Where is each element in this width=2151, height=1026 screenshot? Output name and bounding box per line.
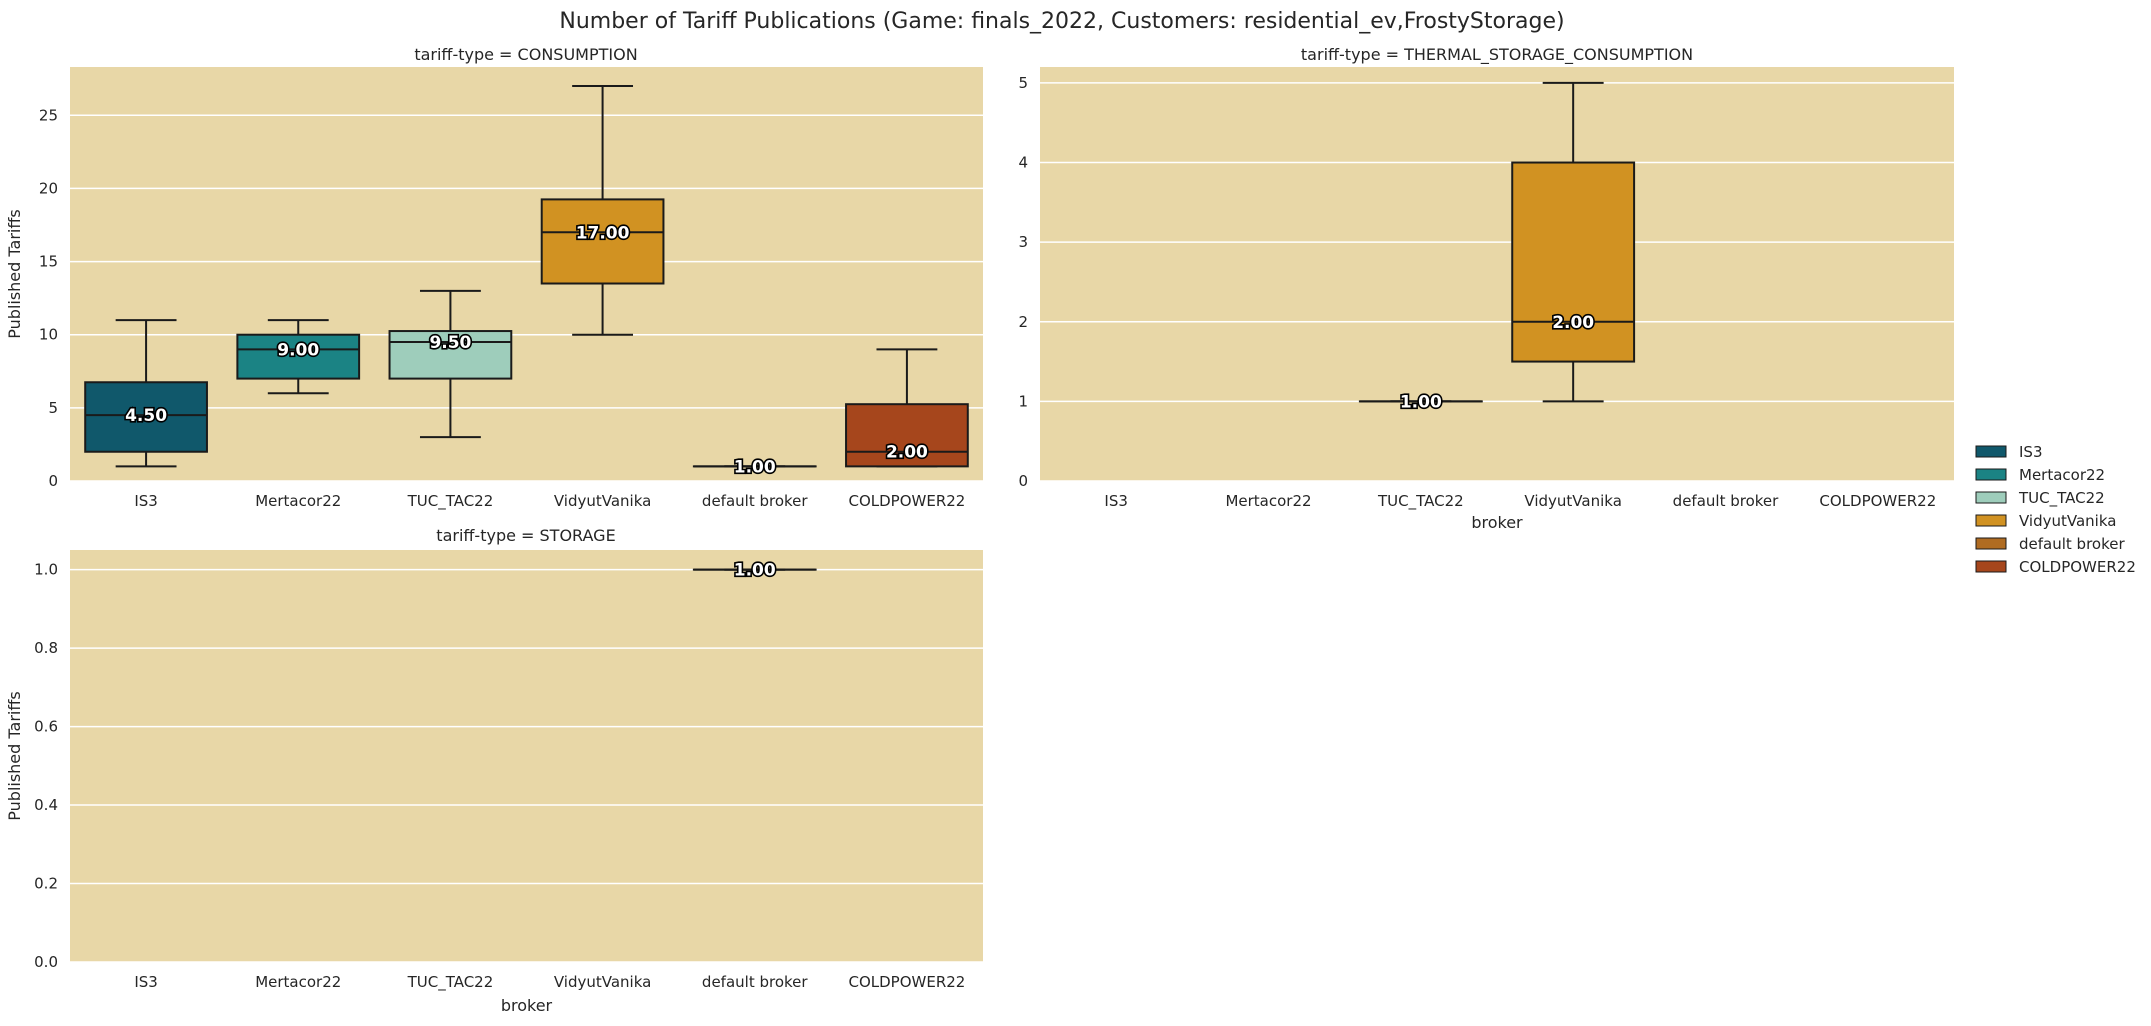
- panel-title: tariff-type = CONSUMPTION: [414, 45, 637, 64]
- median-label: 17.00: [576, 223, 630, 243]
- y-tick-label: 5: [48, 399, 58, 417]
- legend-swatch: [1976, 538, 2006, 549]
- y-tick-label: 25: [39, 106, 58, 124]
- chart-title: Number of Tariff Publications (Game: fin…: [559, 9, 1564, 34]
- legend-swatch: [1976, 515, 2006, 526]
- x-tick-label: COLDPOWER22: [848, 973, 965, 991]
- y-tick-label: 10: [39, 326, 58, 344]
- panel-storage: 0.0 0.2 0.4 0.6 0.8 1.0 IS3 Mertacor22 TUC_TAC22…: [5, 526, 983, 1015]
- panel-title: tariff-type = THERMAL_STORAGE_CONSUMPTIO…: [1301, 45, 1693, 65]
- x-tick-label: COLDPOWER22: [848, 492, 965, 510]
- x-tick-label: TUC_TAC22: [407, 973, 494, 992]
- y-tick-label: 1: [1018, 392, 1028, 410]
- y-tick-label: 1.0: [34, 561, 58, 579]
- x-tick-label: VidyutVanika: [554, 492, 651, 510]
- y-tick-label: 2: [1018, 313, 1028, 331]
- x-tick-label: Mertacor22: [1225, 492, 1311, 510]
- legend-swatch: [1976, 469, 2006, 480]
- legend-label: Mertacor22: [2019, 466, 2105, 484]
- median-label: 9.00: [277, 340, 319, 360]
- legend-item: default broker: [1976, 535, 2125, 553]
- y-tick-label: 15: [39, 253, 58, 271]
- x-tick-label: VidyutVanika: [554, 973, 651, 991]
- x-tick-label: IS3: [134, 973, 158, 991]
- x-tick-label: Mertacor22: [255, 973, 341, 991]
- x-tick-label: COLDPOWER22: [1819, 492, 1936, 510]
- legend-label: TUC_TAC22: [2018, 489, 2105, 508]
- legend-swatch: [1976, 492, 2006, 503]
- x-axis-label: broker: [501, 996, 553, 1015]
- x-axis-label: broker: [1471, 513, 1523, 532]
- legend: IS3 Mertacor22 TUC_TAC22 VidyutVanika defaul…: [1976, 443, 2136, 576]
- median-label: 2.00: [1552, 313, 1594, 333]
- x-tick-label: Mertacor22: [255, 492, 341, 510]
- y-tick-label: 0: [1018, 472, 1028, 490]
- legend-label: default broker: [2019, 535, 2125, 553]
- plot-background: [1040, 67, 1954, 481]
- legend-label: VidyutVanika: [2019, 512, 2116, 530]
- panel-thermal: 0 1 2 3 4 5 IS3 Mertacor22 TUC_TAC22 VidyutVanika…: [1018, 45, 1954, 532]
- y-tick-label: 5: [1018, 74, 1028, 92]
- y-tick-label: 4: [1018, 154, 1028, 172]
- legend-swatch: [1976, 446, 2006, 457]
- y-tick-label: 3: [1018, 233, 1028, 251]
- legend-item: COLDPOWER22: [1976, 558, 2136, 576]
- median-label: 4.50: [125, 406, 167, 426]
- y-tick-label: 0.0: [34, 953, 58, 971]
- x-tick-label: VidyutVanika: [1524, 492, 1621, 510]
- legend-item: VidyutVanika: [1976, 512, 2116, 530]
- y-tick-label: 0: [48, 472, 58, 490]
- legend-item: IS3: [1976, 443, 2043, 461]
- y-tick-label: 20: [39, 179, 58, 197]
- y-tick-label: 0.8: [34, 639, 58, 657]
- panel-consumption: 0 5 10 15 20 25 IS3 Mertacor22 TUC_TAC22 VidyutVa…: [5, 45, 983, 511]
- legend-label: COLDPOWER22: [2019, 558, 2136, 576]
- median-label: 1.00: [734, 561, 776, 581]
- median-label: 2.00: [886, 443, 928, 463]
- x-tick-label: IS3: [134, 492, 158, 510]
- x-tick-label: TUC_TAC22: [407, 492, 494, 511]
- median-label: 1.00: [734, 457, 776, 477]
- median-label: 1.00: [1400, 392, 1442, 412]
- x-tick-label: IS3: [1104, 492, 1128, 510]
- x-tick-label: default broker: [1673, 492, 1779, 510]
- legend-swatch: [1976, 561, 2006, 572]
- legend-label: IS3: [2019, 443, 2043, 461]
- y-tick-label: 0.2: [34, 875, 58, 893]
- x-tick-label: default broker: [702, 492, 808, 510]
- y-axis-label: Published Tariffs: [5, 209, 24, 338]
- median-label: 9.50: [429, 333, 471, 353]
- y-tick-label: 0.6: [34, 718, 58, 736]
- legend-item: TUC_TAC22: [1976, 489, 2105, 508]
- x-tick-label: TUC_TAC22: [1377, 492, 1464, 511]
- y-tick-label: 0.4: [34, 796, 58, 814]
- x-tick-label: default broker: [702, 973, 808, 991]
- panel-title: tariff-type = STORAGE: [436, 526, 615, 545]
- legend-item: Mertacor22: [1976, 466, 2105, 484]
- y-axis-label: Published Tariffs: [5, 691, 24, 820]
- plot-background: [70, 550, 983, 962]
